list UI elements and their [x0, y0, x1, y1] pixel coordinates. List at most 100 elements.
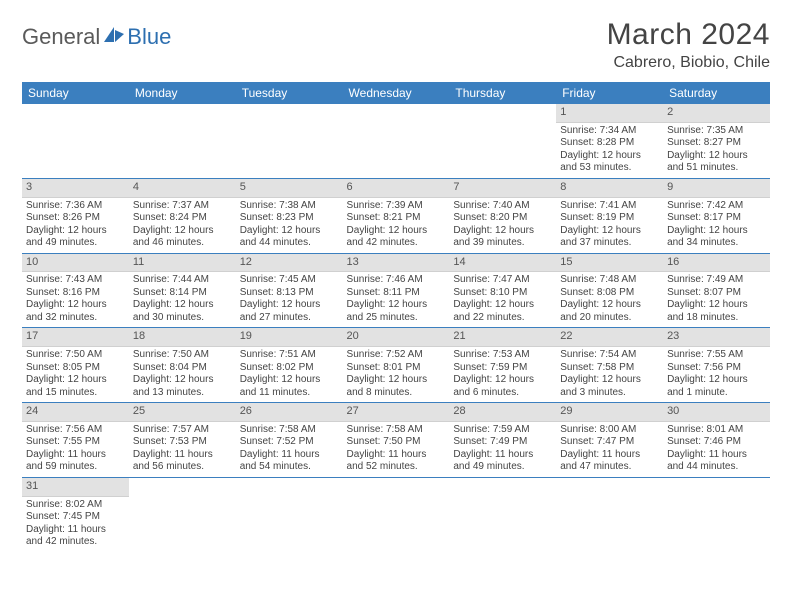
sunrise-text: Sunrise: 7:45 AM	[240, 274, 339, 287]
day-header: Sunday	[22, 82, 129, 104]
sunset-text: Sunset: 7:55 PM	[26, 436, 125, 449]
calendar-cell: 16Sunrise: 7:49 AMSunset: 8:07 PMDayligh…	[663, 253, 770, 328]
daylight-text: Daylight: 12 hours and 6 minutes.	[453, 374, 552, 399]
calendar-cell	[129, 104, 236, 178]
sunset-text: Sunset: 8:17 PM	[667, 212, 766, 225]
calendar-cell	[663, 477, 770, 551]
day-number: 5	[236, 179, 343, 198]
sunrise-text: Sunrise: 7:58 AM	[347, 424, 446, 437]
sunrise-text: Sunrise: 7:51 AM	[240, 349, 339, 362]
day-details: Sunrise: 7:39 AMSunset: 8:21 PMDaylight:…	[343, 198, 450, 253]
daylight-text: Daylight: 12 hours and 30 minutes.	[133, 299, 232, 324]
daylight-text: Daylight: 12 hours and 32 minutes.	[26, 299, 125, 324]
calendar-cell: 6Sunrise: 7:39 AMSunset: 8:21 PMDaylight…	[343, 178, 450, 253]
sunrise-text: Sunrise: 7:53 AM	[453, 349, 552, 362]
day-number: 22	[556, 328, 663, 347]
calendar-cell: 24Sunrise: 7:56 AMSunset: 7:55 PMDayligh…	[22, 403, 129, 478]
sunrise-text: Sunrise: 8:01 AM	[667, 424, 766, 437]
daylight-text: Daylight: 11 hours and 49 minutes.	[453, 449, 552, 474]
calendar-cell: 20Sunrise: 7:52 AMSunset: 8:01 PMDayligh…	[343, 328, 450, 403]
day-number: 31	[22, 478, 129, 497]
day-details: Sunrise: 7:55 AMSunset: 7:56 PMDaylight:…	[663, 347, 770, 402]
day-number: 7	[449, 179, 556, 198]
sunset-text: Sunset: 8:02 PM	[240, 362, 339, 375]
day-details: Sunrise: 7:50 AMSunset: 8:05 PMDaylight:…	[22, 347, 129, 402]
day-details: Sunrise: 7:42 AMSunset: 8:17 PMDaylight:…	[663, 198, 770, 253]
sunset-text: Sunset: 7:56 PM	[667, 362, 766, 375]
month-title: March 2024	[607, 18, 770, 52]
daylight-text: Daylight: 12 hours and 53 minutes.	[560, 150, 659, 175]
sunset-text: Sunset: 8:23 PM	[240, 212, 339, 225]
sunrise-text: Sunrise: 7:46 AM	[347, 274, 446, 287]
calendar-cell	[22, 104, 129, 178]
day-number: 6	[343, 179, 450, 198]
day-number: 26	[236, 403, 343, 422]
day-details: Sunrise: 7:46 AMSunset: 8:11 PMDaylight:…	[343, 272, 450, 327]
day-details: Sunrise: 7:36 AMSunset: 8:26 PMDaylight:…	[22, 198, 129, 253]
day-number: 10	[22, 254, 129, 273]
daylight-text: Daylight: 12 hours and 42 minutes.	[347, 225, 446, 250]
sunrise-text: Sunrise: 7:50 AM	[133, 349, 232, 362]
day-header: Monday	[129, 82, 236, 104]
day-details: Sunrise: 7:44 AMSunset: 8:14 PMDaylight:…	[129, 272, 236, 327]
day-number: 20	[343, 328, 450, 347]
sunset-text: Sunset: 8:10 PM	[453, 287, 552, 300]
sunset-text: Sunset: 8:16 PM	[26, 287, 125, 300]
sunrise-text: Sunrise: 7:47 AM	[453, 274, 552, 287]
daylight-text: Daylight: 12 hours and 20 minutes.	[560, 299, 659, 324]
day-number: 3	[22, 179, 129, 198]
sunrise-text: Sunrise: 7:40 AM	[453, 200, 552, 213]
day-number: 17	[22, 328, 129, 347]
day-header: Saturday	[663, 82, 770, 104]
calendar-cell	[449, 104, 556, 178]
day-details: Sunrise: 7:34 AMSunset: 8:28 PMDaylight:…	[556, 123, 663, 178]
sunset-text: Sunset: 8:14 PM	[133, 287, 232, 300]
calendar-cell	[449, 477, 556, 551]
daylight-text: Daylight: 12 hours and 46 minutes.	[133, 225, 232, 250]
day-details: Sunrise: 7:53 AMSunset: 7:59 PMDaylight:…	[449, 347, 556, 402]
day-number: 27	[343, 403, 450, 422]
sunrise-text: Sunrise: 7:48 AM	[560, 274, 659, 287]
sunset-text: Sunset: 7:52 PM	[240, 436, 339, 449]
calendar-cell	[556, 477, 663, 551]
sunrise-text: Sunrise: 7:58 AM	[240, 424, 339, 437]
daylight-text: Daylight: 11 hours and 56 minutes.	[133, 449, 232, 474]
brand-logo: General Blue	[22, 18, 171, 50]
calendar-cell: 8Sunrise: 7:41 AMSunset: 8:19 PMDaylight…	[556, 178, 663, 253]
daylight-text: Daylight: 12 hours and 13 minutes.	[133, 374, 232, 399]
sunrise-text: Sunrise: 7:38 AM	[240, 200, 339, 213]
sunrise-text: Sunrise: 7:49 AM	[667, 274, 766, 287]
day-number: 9	[663, 179, 770, 198]
sunrise-text: Sunrise: 7:44 AM	[133, 274, 232, 287]
day-number: 14	[449, 254, 556, 273]
calendar-cell: 29Sunrise: 8:00 AMSunset: 7:47 PMDayligh…	[556, 403, 663, 478]
daylight-text: Daylight: 12 hours and 3 minutes.	[560, 374, 659, 399]
day-header: Thursday	[449, 82, 556, 104]
day-number: 21	[449, 328, 556, 347]
sunrise-text: Sunrise: 7:36 AM	[26, 200, 125, 213]
sunrise-text: Sunrise: 7:37 AM	[133, 200, 232, 213]
day-details: Sunrise: 7:48 AMSunset: 8:08 PMDaylight:…	[556, 272, 663, 327]
day-header: Tuesday	[236, 82, 343, 104]
day-number: 16	[663, 254, 770, 273]
daylight-text: Daylight: 11 hours and 47 minutes.	[560, 449, 659, 474]
calendar-cell: 3Sunrise: 7:36 AMSunset: 8:26 PMDaylight…	[22, 178, 129, 253]
sunrise-text: Sunrise: 7:57 AM	[133, 424, 232, 437]
daylight-text: Daylight: 12 hours and 49 minutes.	[26, 225, 125, 250]
sunset-text: Sunset: 8:08 PM	[560, 287, 659, 300]
day-details: Sunrise: 8:01 AMSunset: 7:46 PMDaylight:…	[663, 422, 770, 477]
daylight-text: Daylight: 12 hours and 37 minutes.	[560, 225, 659, 250]
calendar-table: Sunday Monday Tuesday Wednesday Thursday…	[22, 82, 770, 552]
day-details: Sunrise: 7:47 AMSunset: 8:10 PMDaylight:…	[449, 272, 556, 327]
day-number: 8	[556, 179, 663, 198]
calendar-row: 17Sunrise: 7:50 AMSunset: 8:05 PMDayligh…	[22, 328, 770, 403]
calendar-cell: 1Sunrise: 7:34 AMSunset: 8:28 PMDaylight…	[556, 104, 663, 178]
day-number: 15	[556, 254, 663, 273]
calendar-cell: 19Sunrise: 7:51 AMSunset: 8:02 PMDayligh…	[236, 328, 343, 403]
daylight-text: Daylight: 12 hours and 39 minutes.	[453, 225, 552, 250]
sunset-text: Sunset: 8:04 PM	[133, 362, 232, 375]
calendar-cell: 28Sunrise: 7:59 AMSunset: 7:49 PMDayligh…	[449, 403, 556, 478]
sunset-text: Sunset: 7:59 PM	[453, 362, 552, 375]
calendar-cell	[343, 104, 450, 178]
day-number: 23	[663, 328, 770, 347]
